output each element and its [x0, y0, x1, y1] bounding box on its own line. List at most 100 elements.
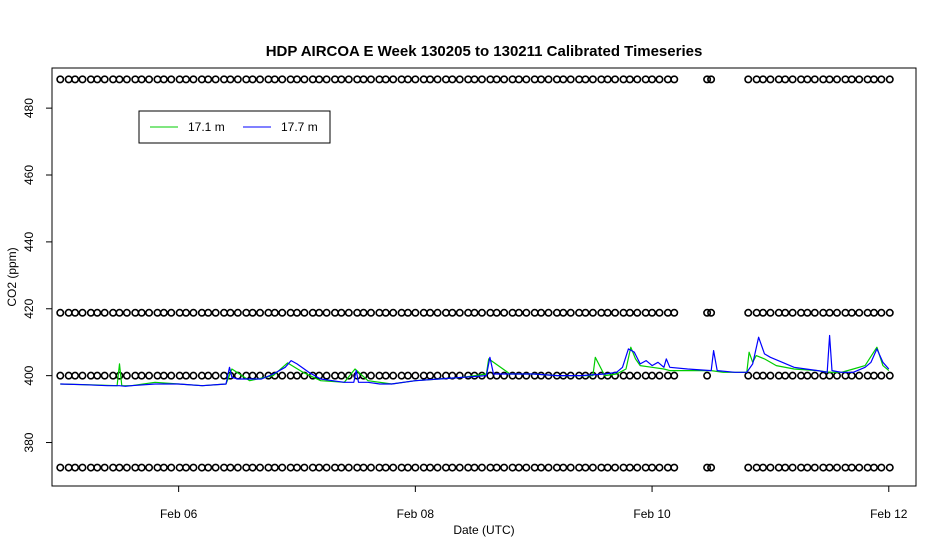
calibration-point [71, 463, 80, 472]
calibration-point [159, 371, 168, 380]
calibration-point [426, 463, 435, 472]
calibration-point [847, 308, 856, 317]
calibration-point [855, 463, 864, 472]
calibration-point [611, 75, 620, 84]
calibration-point [500, 308, 509, 317]
calibration-point [537, 308, 546, 317]
calibration-point [566, 75, 575, 84]
calibration-point [278, 308, 287, 317]
calibration-point [426, 75, 435, 84]
calibration-point [810, 371, 819, 380]
calibration-point [270, 463, 279, 472]
calibration-point [455, 371, 464, 380]
calibration-point [788, 371, 797, 380]
calibration-point [93, 308, 102, 317]
legend: 17.1 m 17.7 m [138, 110, 331, 144]
calibration-point [322, 308, 331, 317]
calibration-point [477, 75, 486, 84]
calibration-point [537, 371, 546, 380]
calibration-point [189, 371, 198, 380]
calibration-point [810, 75, 819, 84]
calibration-point [270, 308, 279, 317]
calibration-point [381, 463, 390, 472]
calibration-point [537, 75, 546, 84]
calibration-point [211, 463, 220, 472]
calibration-point [477, 308, 486, 317]
calibration-point [115, 371, 124, 380]
calibration-point [869, 463, 878, 472]
calibration-point [470, 308, 479, 317]
calibration-point [611, 463, 620, 472]
calibration-point [448, 75, 457, 84]
calibration-point [78, 463, 87, 472]
calibration-point [204, 463, 213, 472]
calibration-point [381, 308, 390, 317]
calibration-point [366, 463, 375, 472]
calibration-point [766, 371, 775, 380]
calibration-point [381, 75, 390, 84]
legend-label-17-1m: 17.1 m [188, 120, 225, 134]
calibration-point [448, 463, 457, 472]
calibration-point [359, 308, 368, 317]
y-tick-label-0: 380 [22, 432, 36, 452]
calibration-point [559, 75, 568, 84]
calibration-point [781, 463, 790, 472]
calibration-point [344, 463, 353, 472]
calibration-point [167, 308, 176, 317]
y-axis: 380 400 420 440 460 480 [22, 98, 52, 453]
calibration-point [366, 308, 375, 317]
calibration-point [211, 75, 220, 84]
calibration-point [137, 463, 146, 472]
calibration-point [788, 308, 797, 317]
calibration-point [226, 75, 235, 84]
calibration-point [366, 75, 375, 84]
calibration-point [514, 371, 523, 380]
calibration-point [71, 75, 80, 84]
calibration-point [559, 463, 568, 472]
chart-title: HDP AIRCOA E Week 130205 to 130211 Calib… [266, 43, 703, 60]
calibration-point [781, 371, 790, 380]
calibration-point [877, 463, 886, 472]
calibration-point [603, 308, 612, 317]
calibration-point [670, 308, 679, 317]
calibration-point [670, 371, 679, 380]
calibration-point [233, 463, 242, 472]
y-tick-label-3: 440 [22, 232, 36, 252]
calibration-point [189, 75, 198, 84]
calibration-point [145, 371, 154, 380]
calibration-point [159, 463, 168, 472]
calibration-point [115, 308, 124, 317]
calibration-point [655, 75, 664, 84]
calibration-point [256, 75, 265, 84]
calibration-point [100, 371, 109, 380]
calibration-point [855, 371, 864, 380]
calibration-point [204, 308, 213, 317]
calibration-point [315, 308, 324, 317]
calibration-point [100, 463, 109, 472]
calibration-point [744, 75, 753, 84]
calibration-point [403, 75, 412, 84]
calibration-point [648, 308, 657, 317]
calibration-point [344, 308, 353, 317]
calibration-point [411, 308, 420, 317]
calibration-point [403, 371, 412, 380]
calibration-point [315, 371, 324, 380]
calibration-point [182, 371, 191, 380]
calibration-point [633, 75, 642, 84]
calibration-point [204, 75, 213, 84]
calibration-point [56, 75, 65, 84]
calibration-point [588, 75, 597, 84]
y-axis-label: CO2 (ppm) [5, 247, 19, 306]
calibration-point [825, 308, 834, 317]
calibration-point [93, 371, 102, 380]
calibration-point [703, 75, 712, 84]
calibration-point [159, 75, 168, 84]
calibration-point [825, 75, 834, 84]
x-tick-label-3: Feb 12 [870, 507, 908, 521]
calibration-point [470, 463, 479, 472]
calibration-point [359, 371, 368, 380]
calibration-point [707, 75, 716, 84]
calibration-point [885, 463, 894, 472]
calibration-point [670, 463, 679, 472]
